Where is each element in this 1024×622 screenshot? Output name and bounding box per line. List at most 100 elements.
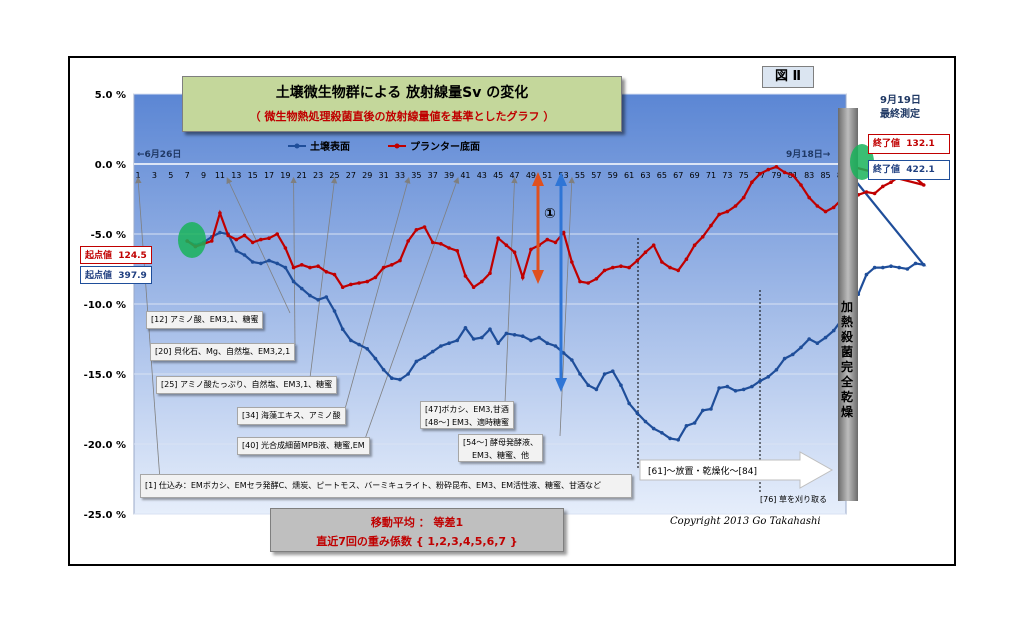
point-soil [308, 293, 312, 298]
point-planter [733, 204, 738, 208]
chart-title: 土壌微生物群による 放射線量Sv の変化 [275, 85, 529, 101]
point-planter [709, 223, 713, 228]
annotation-54: [54～] 酵母発酵液、 EM3、糖蜜、他 [458, 434, 543, 462]
point-planter [520, 275, 525, 280]
point-planter [619, 264, 623, 269]
point-planter [439, 242, 443, 246]
point-soil [561, 351, 566, 355]
callout-line [290, 176, 297, 346]
x-tick-label: 5 [168, 171, 173, 180]
point-soil [250, 260, 255, 264]
point-soil [570, 358, 574, 362]
x-tick-label: 21 [297, 171, 307, 180]
point-planter [250, 240, 255, 245]
point-planter [921, 183, 926, 187]
chart-subtitle: （ 微生物熱処理殺菌直後の放射線量値を基準としたグラフ ） [249, 110, 555, 123]
x-tick-label: 25 [329, 171, 339, 180]
point-planter [357, 281, 361, 285]
callout-line [504, 176, 518, 404]
point-soil [602, 372, 607, 376]
x-tick-label: 7 [185, 171, 190, 180]
point-soil [218, 230, 222, 235]
x-tick-label: 9 [201, 171, 206, 180]
point-soil [725, 384, 730, 389]
point-soil [537, 335, 541, 340]
point-soil [741, 387, 746, 392]
point-planter [602, 268, 607, 273]
annotation-1: [1] 仕込み：EMボカシ、EMセラ発酵C、燻炭、ピートモス、バーミキュライト、… [140, 474, 632, 498]
point-soil [299, 286, 304, 291]
point-soil [700, 408, 705, 413]
x-tick-label: 63 [640, 171, 650, 180]
point-planter [594, 277, 599, 281]
point-soil [717, 386, 721, 390]
x-tick-label: 19 [280, 171, 290, 180]
point-planter [430, 240, 435, 245]
y-tick-label: -20.0 % [84, 440, 126, 451]
point-planter [365, 279, 370, 284]
annotation-20: [20] 貝化石、Mg、自然塩、EM3,2,1 [150, 343, 296, 361]
point-soil [553, 344, 558, 348]
point-soil [496, 341, 500, 346]
x-tick-label: 23 [313, 171, 323, 180]
point-planter [660, 260, 664, 264]
point-planter [381, 265, 386, 270]
point-soil [807, 337, 811, 341]
point-planter [668, 265, 672, 270]
point-planter [561, 230, 566, 235]
red-arrow-head-top [532, 172, 544, 186]
point-planter [349, 282, 353, 287]
point-soil [619, 383, 623, 388]
point-planter [496, 236, 500, 240]
y-tick-label: -5.0 % [91, 230, 126, 241]
point-planter [823, 209, 828, 214]
final-caption: 最終測定 [880, 109, 920, 120]
x-tick-label: 73 [722, 171, 732, 180]
point-soil [422, 355, 427, 360]
point-planter [545, 237, 550, 242]
point-soil [889, 264, 893, 269]
title-box: 土壌微生物群による 放射線量Sv の変化 （ 微生物熱処理殺菌直後の放射線量値を… [182, 76, 622, 132]
x-axis: 1 3 5 7 9 11 13 15 17 19 21 23 25 27 29 31 33 35 37 39 41 43 4… [136, 171, 847, 180]
point-soil [709, 407, 713, 411]
x-tick-label: 31 [379, 171, 389, 180]
point-soil [520, 334, 525, 339]
x-tick-label: 17 [264, 171, 274, 180]
point-soil [512, 333, 517, 337]
point-planter [807, 195, 811, 200]
x-tick-label: 3 [152, 171, 157, 180]
point-planter [831, 205, 836, 210]
x-tick-label: 43 [477, 171, 487, 180]
figure-label: 図 Ⅱ [762, 66, 814, 88]
point-soil [234, 249, 239, 253]
point-planter [889, 180, 893, 184]
x-tick-label: 83 [804, 171, 814, 180]
start-value-red: 起点値 124.5 [80, 246, 152, 264]
point-soil [275, 261, 280, 266]
start-date-label: ←6月26日 [137, 149, 181, 160]
point-soil [766, 375, 771, 379]
point-planter [774, 165, 779, 169]
point-planter [692, 243, 697, 247]
point-soil [291, 279, 296, 284]
point-planter [414, 228, 419, 232]
point-planter [218, 211, 222, 215]
annotation-40: [40] 光合成細菌MPB液、糖蜜,EM [237, 437, 370, 455]
circled-number: ① [544, 206, 556, 222]
point-soil [504, 331, 509, 336]
x-tick-label: 33 [395, 171, 405, 180]
point-planter [512, 250, 517, 254]
y-tick-label: -15.0 % [84, 370, 126, 381]
point-soil [733, 389, 738, 393]
copyright: Copyright 2013 Go Takahashi [670, 516, 821, 527]
point-planter [234, 237, 239, 242]
x-tick-label: 51 [542, 171, 552, 180]
annotation-25: [25] アミノ酸たっぷり、自然塩、EM3,1、糖蜜 [156, 376, 338, 394]
end-value-blue: 終了値 422.1 [868, 160, 950, 180]
x-tick-label: 75 [739, 171, 749, 180]
point-soil [791, 352, 795, 357]
point-soil [389, 376, 394, 381]
point-soil [578, 372, 582, 376]
blue-arrow-head-bottom [555, 378, 567, 392]
point-soil [627, 401, 631, 406]
